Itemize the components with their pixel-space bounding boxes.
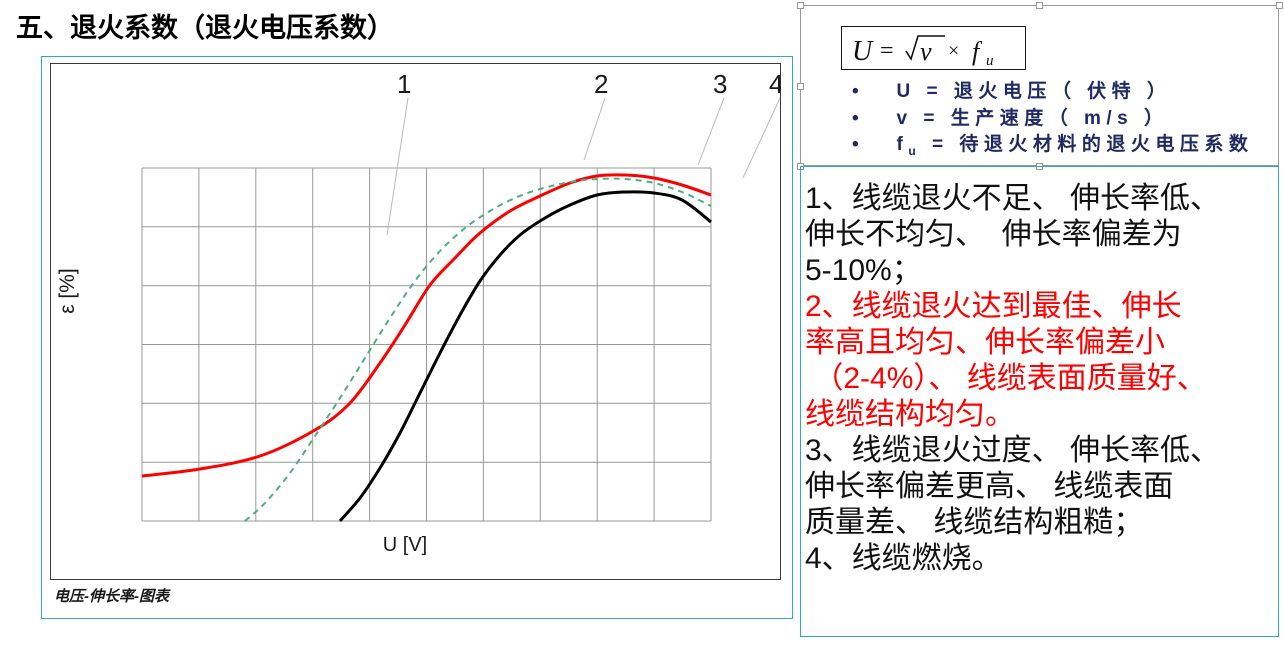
- svg-text:1: 1: [397, 69, 411, 99]
- svg-text:u: u: [986, 53, 994, 69]
- svg-text:4: 4: [769, 69, 781, 99]
- svg-text:U: U: [852, 36, 874, 67]
- svg-text:ε [%]: ε [%]: [56, 268, 79, 314]
- svg-text:×: ×: [948, 40, 959, 62]
- svg-text:v: v: [920, 37, 932, 66]
- svg-text:=: =: [880, 38, 894, 64]
- svg-text:2: 2: [594, 69, 608, 99]
- svg-text:3: 3: [713, 69, 727, 99]
- svg-text:f: f: [972, 37, 983, 66]
- svg-text:U [V]: U [V]: [383, 534, 427, 556]
